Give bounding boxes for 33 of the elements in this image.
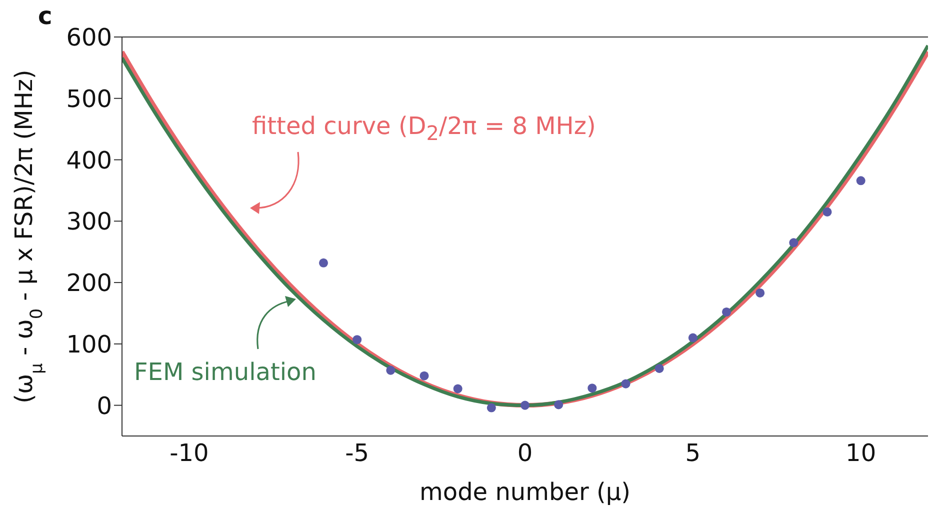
point: [486, 403, 496, 412]
point: [318, 258, 328, 268]
point: [386, 366, 396, 375]
point: [420, 371, 429, 380]
point: [722, 308, 732, 317]
y-tick-label: 200: [66, 269, 112, 298]
y-tick-label: 100: [66, 330, 112, 358]
text: fitted curve (D$_{2}$/2π = 8 MHz): [252, 112, 596, 145]
x-tick-label: -5: [345, 439, 370, 468]
x-tick-label: 0: [517, 439, 533, 468]
x-tick-label: -10: [170, 439, 209, 468]
point: [588, 384, 597, 393]
point: [621, 379, 630, 388]
point: [654, 364, 664, 373]
y-tick-label: 300: [66, 208, 112, 236]
point: [520, 400, 530, 410]
point: [352, 335, 362, 344]
y-tick-label: 0: [96, 392, 112, 420]
point: [822, 207, 832, 216]
y-tick-label: 500: [66, 84, 112, 113]
point: [453, 384, 462, 394]
point: [789, 238, 798, 248]
y-tick-label: 600: [66, 24, 112, 52]
x-tick-label: 5: [685, 439, 701, 468]
text: c: [38, 2, 52, 30]
x-tick-label: 10: [846, 439, 876, 468]
point: [756, 288, 765, 298]
x-axis-title: mode number (μ): [420, 478, 630, 506]
point: [688, 333, 698, 342]
point: [856, 176, 866, 186]
point: [554, 400, 564, 410]
y-tick-label: 400: [66, 146, 112, 174]
legend-label: FEM simulation: [134, 358, 316, 386]
